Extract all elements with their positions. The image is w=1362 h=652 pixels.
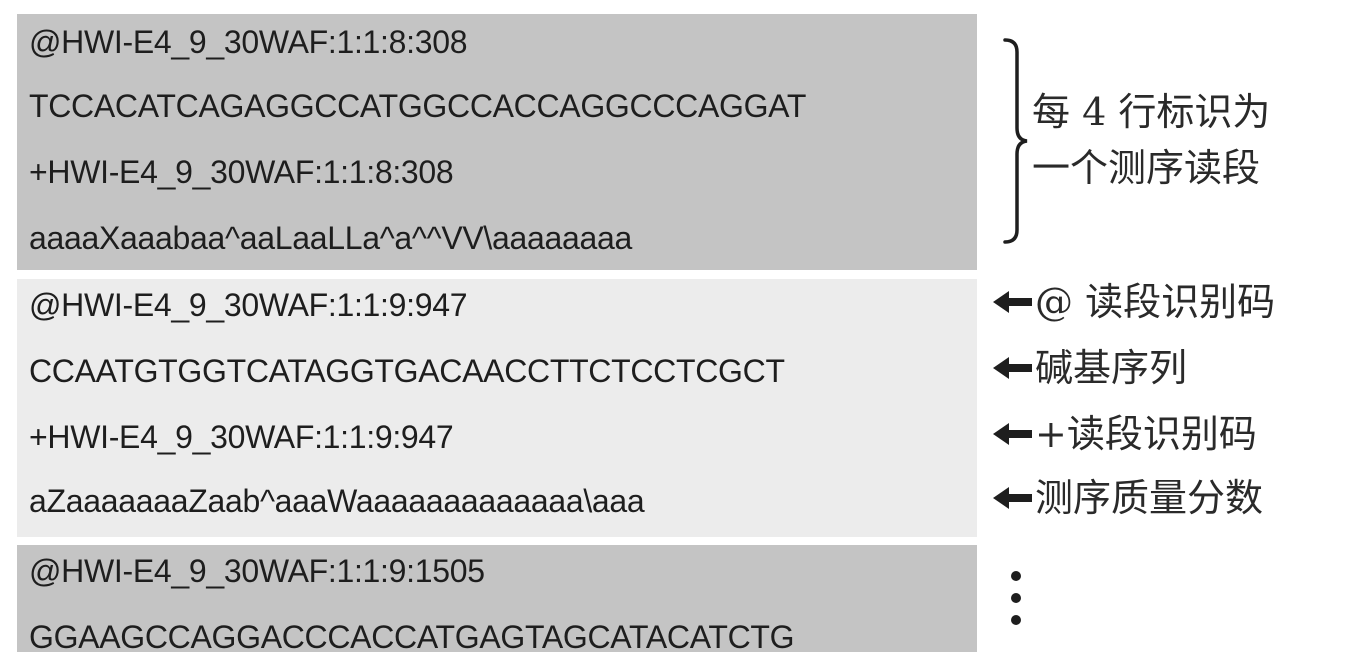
left-arrow-icon bbox=[993, 357, 1032, 379]
annotation-quality-label: 测序质量分数 bbox=[1035, 476, 1264, 520]
annotation-quality-line: 测序质量分数 bbox=[993, 476, 1263, 520]
record-3-id-line: @HWI-E4_9_30WAF:1:1:9:1505 bbox=[29, 553, 485, 589]
record-1-quality-line: aaaaXaaabaa^aaLaaLLa^a^^VV\aaaaaaaa bbox=[29, 220, 633, 256]
record-3-sequence-line: GGAAGCCAGGACCCACCATGAGTAGCATACATCTG bbox=[29, 619, 795, 652]
brace-label-line-1: 每 4 行标识为 bbox=[1032, 90, 1271, 134]
vertical-ellipsis-icon bbox=[1011, 571, 1021, 625]
left-arrow-icon bbox=[993, 291, 1032, 313]
annotation-id-line: @ 读段识别码 bbox=[993, 280, 1275, 324]
annotation-plus-line: +读段识别码 bbox=[993, 412, 1257, 456]
left-arrow-icon bbox=[993, 487, 1032, 509]
annotation-sequence-label: 碱基序列 bbox=[1035, 346, 1188, 390]
record-1-plus-line: +HWI-E4_9_30WAF:1:1:8:308 bbox=[29, 154, 454, 190]
annotation-id-label: @ 读段识别码 bbox=[1035, 280, 1276, 324]
brace-label-line-2: 一个测序读段 bbox=[1032, 146, 1261, 190]
fastq-record-2: @HWI-E4_9_30WAF:1:1:9:947 CCAATGTGGTCATA… bbox=[17, 279, 977, 537]
record-2-plus-line: +HWI-E4_9_30WAF:1:1:9:947 bbox=[29, 419, 454, 455]
record-1-sequence-line: TCCACATCAGAGGCCATGGCCACCAGGCCCAGGAT bbox=[29, 88, 807, 124]
fastq-record-3: @HWI-E4_9_30WAF:1:1:9:1505 GGAAGCCAGGACC… bbox=[17, 545, 977, 652]
record-2-id-line: @HWI-E4_9_30WAF:1:1:9:947 bbox=[29, 287, 468, 323]
record-2-quality-line: aZaaaaaaaZaab^aaaWaaaaaaaaaaaaa\aaa bbox=[29, 483, 645, 519]
right-brace-icon bbox=[1003, 38, 1028, 244]
annotation-sequence-line: 碱基序列 bbox=[993, 346, 1187, 390]
record-2-sequence-line: CCAATGTGGTCATAGGTGACAACCTTCTCCTCGCT bbox=[29, 353, 785, 389]
annotation-plus-label: +读段识别码 bbox=[1035, 412, 1257, 456]
record-1-id-line: @HWI-E4_9_30WAF:1:1:8:308 bbox=[29, 24, 468, 60]
fastq-record-1: @HWI-E4_9_30WAF:1:1:8:308 TCCACATCAGAGGC… bbox=[17, 14, 977, 270]
left-arrow-icon bbox=[993, 423, 1032, 445]
